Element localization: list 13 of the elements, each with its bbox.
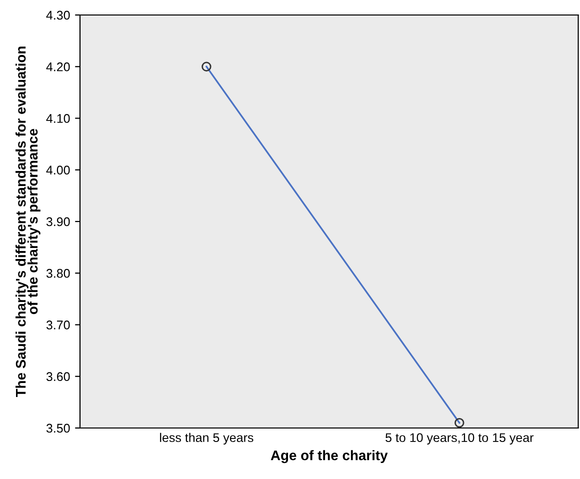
y-tick-label: 4.30 (46, 10, 70, 20)
y-tick-label: 3.70 (46, 320, 70, 330)
x-tick-label: 5 to 10 years,10 to 15 year (386, 433, 534, 445)
y-tick-label: 3.50 (46, 424, 70, 433)
y-tick-label: 4.10 (46, 114, 70, 123)
y-tick-label: 4.20 (46, 62, 70, 72)
x-tick-label: less than 5 years (160, 432, 254, 445)
x-axis-title: Age of the charity (270, 450, 388, 464)
y-tick-label: 3.60 (46, 372, 70, 382)
y-axis-title: The Saudi charity's different standards for evaluation of the charity's performance (16, 46, 40, 398)
y-tick-label: 3.80 (46, 268, 70, 278)
y-tick-label: 3.90 (46, 217, 70, 226)
y-tick-label: 4.00 (46, 166, 70, 175)
